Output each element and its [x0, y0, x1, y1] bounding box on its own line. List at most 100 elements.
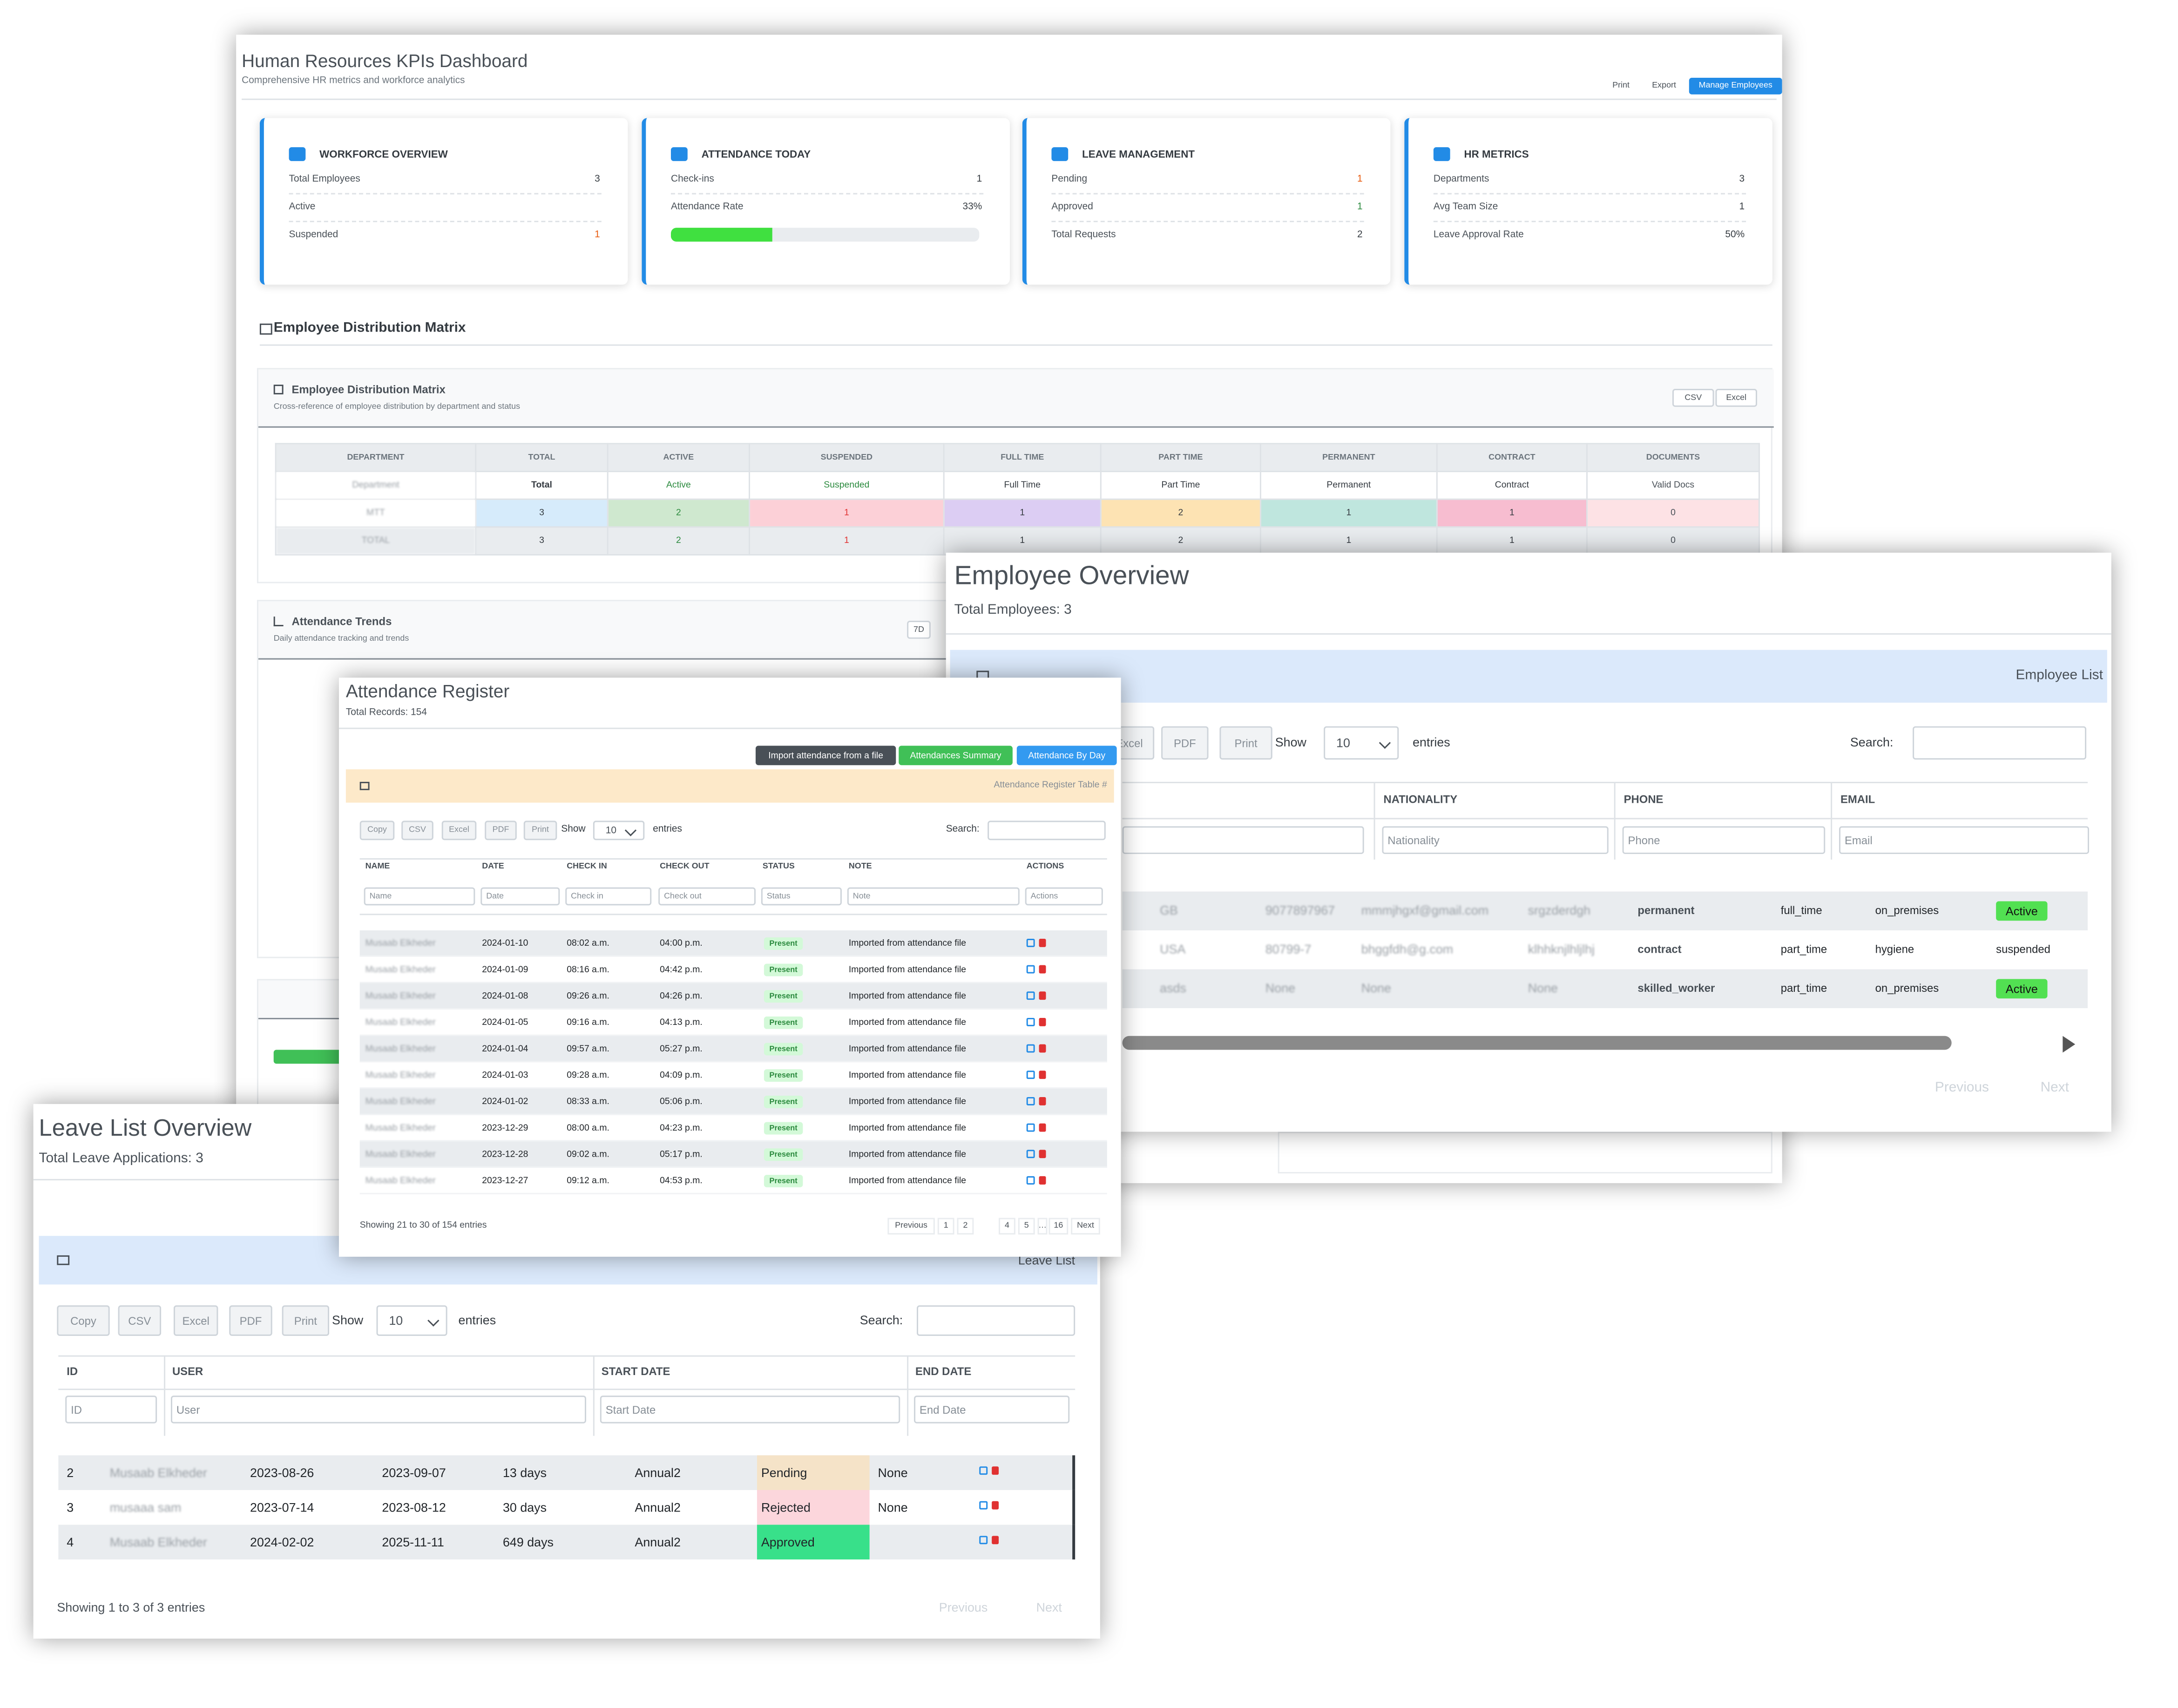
- filter-input[interactable]: Email: [1839, 826, 2090, 854]
- status-badge: Present: [764, 1095, 803, 1108]
- metric-value: 3: [1739, 175, 1745, 185]
- table-cell: 2: [67, 1465, 74, 1479]
- page-size-select[interactable]: 10: [593, 820, 645, 840]
- column-header: PHONE: [1623, 793, 1664, 806]
- export-button[interactable]: Excel: [173, 1305, 218, 1336]
- export-button[interactable]: Print: [1219, 726, 1272, 760]
- table-cell: 13 days: [502, 1465, 547, 1479]
- matrix-cell: Part Time: [1100, 470, 1261, 500]
- export-button[interactable]: Copy: [359, 820, 395, 840]
- filter-input[interactable]: ID: [65, 1396, 157, 1423]
- table-row: [359, 1141, 1107, 1168]
- range-button[interactable]: 7D: [907, 621, 931, 639]
- table-cell: 04:23 p.m.: [660, 1123, 703, 1133]
- table-cell: 09:16 a.m.: [567, 1017, 609, 1027]
- export-button[interactable]: PDF: [485, 820, 517, 840]
- action-button[interactable]: Attendance By Day: [1016, 746, 1117, 766]
- delete-icon: [1039, 1071, 1046, 1079]
- filter-input[interactable]: Phone: [1622, 826, 1826, 854]
- table-cell: 3: [67, 1500, 74, 1514]
- table-row: [359, 1036, 1107, 1063]
- pagination-button[interactable]: 5: [1018, 1218, 1035, 1235]
- column-header: EMAIL: [1840, 793, 1875, 806]
- matrix-cell: Suspended: [749, 470, 945, 500]
- filter-input[interactable]: [1122, 826, 1364, 854]
- pagination-button[interactable]: Previous: [887, 1218, 935, 1235]
- card-icon: [1051, 147, 1069, 161]
- column-divider: [1373, 781, 1375, 860]
- table-cell: Musaab Elkheder: [365, 1175, 436, 1186]
- column-header: CHECK IN: [567, 863, 607, 872]
- filter-input[interactable]: Name: [364, 887, 475, 906]
- export-button[interactable]: Excel: [441, 820, 477, 840]
- table-cell: 30 days: [502, 1500, 547, 1514]
- header-action[interactable]: Print: [1612, 81, 1630, 90]
- export-button[interactable]: PDF: [1161, 726, 1209, 760]
- divider: [242, 98, 1777, 100]
- dashboard-subtitle: Comprehensive HR metrics and workforce a…: [242, 76, 465, 86]
- matrix-cell: Department: [275, 470, 477, 500]
- table-cell: 2023-12-27: [482, 1175, 528, 1186]
- search-input[interactable]: [1913, 726, 2087, 760]
- column-header: DEPARTMENT: [275, 443, 477, 472]
- filter-input[interactable]: Check out: [658, 887, 756, 906]
- pagination-button[interactable]: 1: [937, 1218, 954, 1235]
- header-action[interactable]: Export: [1652, 81, 1676, 90]
- export-button[interactable]: Print: [523, 820, 557, 840]
- table-cell: klhhknjlhljlhj: [1528, 942, 1595, 956]
- export-button[interactable]: Excel: [1715, 389, 1758, 407]
- export-button[interactable]: Copy: [57, 1305, 110, 1336]
- kpi-card: HR METRICS Departments 3 Avg Team Size 1 Leav…: [1404, 118, 1772, 285]
- filter-input[interactable]: Start Date: [600, 1396, 900, 1423]
- table-cell: Musaab Elkheder: [365, 1149, 436, 1159]
- export-button[interactable]: CSV: [1672, 389, 1714, 407]
- section-title: Employee Distribution Matrix: [273, 320, 466, 336]
- filter-input[interactable]: Actions: [1025, 887, 1103, 906]
- column-header: END DATE: [915, 1365, 972, 1378]
- table-cell: 05:27 p.m.: [660, 1044, 703, 1054]
- pagination-button[interactable]: 16: [1048, 1218, 1069, 1235]
- table-cell: suspended: [1996, 943, 2050, 956]
- column-header: ACTIVE: [607, 443, 751, 472]
- table-cell: srgzderdgh: [1528, 903, 1591, 918]
- table-cell: Musaab Elkheder: [109, 1465, 207, 1479]
- table-cell: 04:09 p.m.: [660, 1070, 703, 1080]
- delete-icon: [1039, 1176, 1046, 1185]
- page-size-select[interactable]: 10: [376, 1305, 447, 1336]
- table-cell: mmmjhgxf@gmail.com: [1361, 903, 1489, 918]
- filter-input[interactable]: Note: [847, 887, 1020, 906]
- page-size-select[interactable]: 10: [1324, 726, 1399, 760]
- action-button[interactable]: Attendances Summary: [899, 746, 1013, 766]
- filter-input[interactable]: Date: [480, 887, 560, 906]
- filter-input[interactable]: Check in: [565, 887, 652, 906]
- filter-input[interactable]: User: [170, 1396, 586, 1423]
- column-header: FULL TIME: [943, 443, 1102, 472]
- metric-label: Total Employees: [289, 175, 360, 185]
- table-cell: None: [1265, 981, 1296, 996]
- export-button[interactable]: Print: [282, 1305, 330, 1336]
- matrix-cell: 0: [1586, 498, 1760, 528]
- pagination-button[interactable]: …: [1037, 1218, 1048, 1235]
- action-button[interactable]: Import attendance from a file: [755, 746, 896, 766]
- progress-fill: [670, 228, 773, 242]
- delete-icon: [1039, 965, 1046, 974]
- pagination-button[interactable]: 2: [957, 1218, 974, 1235]
- filter-input[interactable]: Nationality: [1382, 826, 1609, 854]
- search-input[interactable]: [988, 820, 1106, 840]
- pagination-button[interactable]: 4: [999, 1218, 1015, 1235]
- header-action[interactable]: Manage Employees: [1689, 78, 1782, 95]
- filter-input[interactable]: End Date: [914, 1396, 1070, 1423]
- column-header: STATUS: [762, 863, 795, 872]
- panel: [1278, 1132, 1772, 1173]
- matrix-row: TOTAL 3 2 1 1 2 1 1 0: [275, 526, 1760, 556]
- table-cell: 2023-09-07: [382, 1465, 446, 1479]
- export-button[interactable]: CSV: [401, 820, 433, 840]
- export-button[interactable]: CSV: [118, 1305, 162, 1336]
- table-cell: None: [1528, 981, 1558, 996]
- search-input[interactable]: [917, 1305, 1075, 1336]
- filter-input[interactable]: Status: [761, 887, 842, 906]
- table-cell: Imported from attendance file: [848, 1123, 967, 1133]
- column-header: USER: [172, 1365, 203, 1378]
- export-button[interactable]: PDF: [229, 1305, 272, 1336]
- pagination-button[interactable]: Next: [1071, 1218, 1100, 1235]
